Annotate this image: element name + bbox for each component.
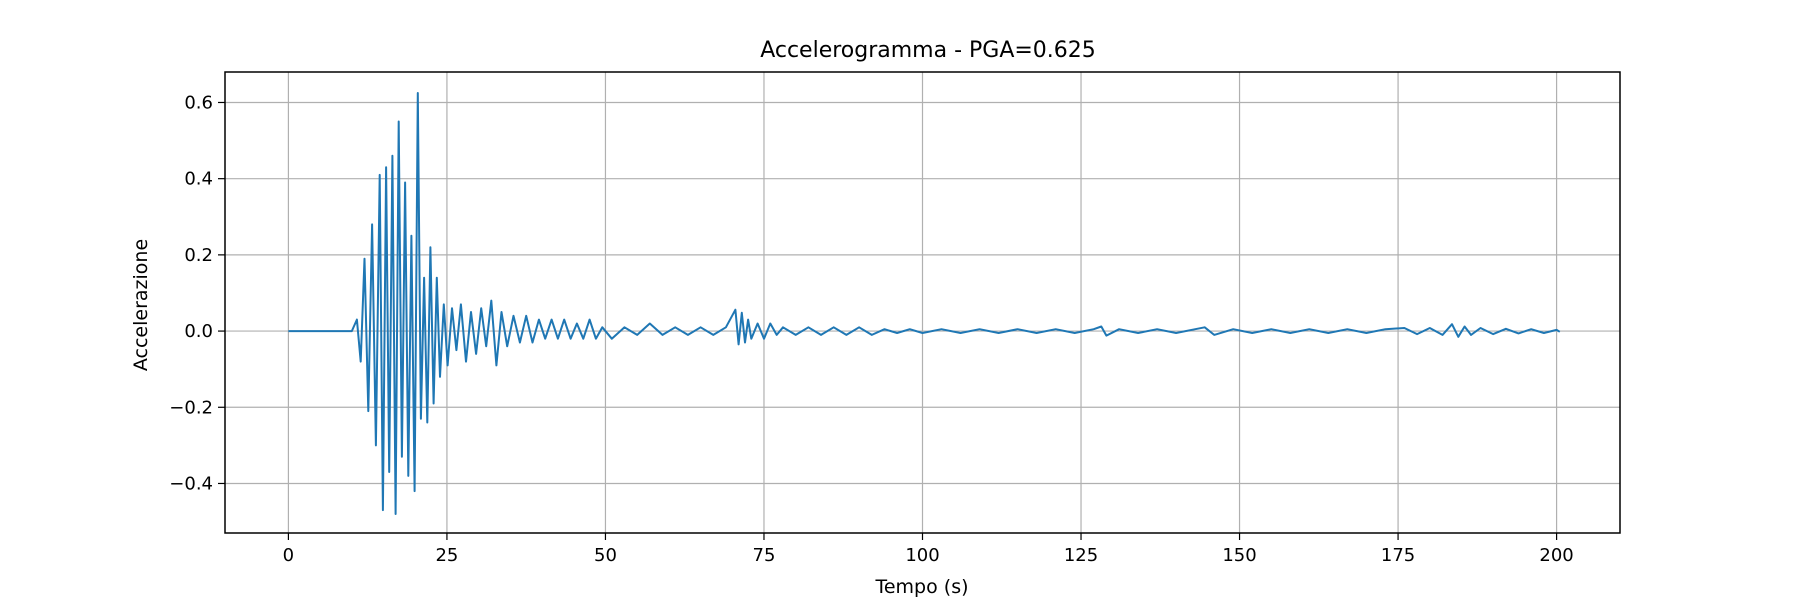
x-axis-ticks: 0 25 50 75 100 125 150 175 200 — [283, 533, 1574, 566]
chart-title: Accelerogramma - PGA=0.625 — [760, 38, 1096, 63]
y-tick-label: 0.2 — [184, 245, 213, 266]
x-tick-label: 100 — [905, 545, 939, 566]
y-axis-ticks: −0.4 −0.2 0.0 0.2 0.4 0.6 — [169, 92, 225, 494]
y-tick-label: −0.2 — [169, 397, 213, 418]
x-tick-label: 0 — [283, 545, 294, 566]
series-layer — [288, 92, 1561, 515]
x-tick-label: 150 — [1222, 545, 1256, 566]
y-axis-label: Accelerazione — [130, 239, 152, 371]
y-tick-label: −0.4 — [169, 473, 213, 494]
y-tick-label: 0.0 — [184, 321, 213, 342]
x-tick-label: 125 — [1064, 545, 1098, 566]
acceleration-series-line — [288, 92, 1561, 515]
x-tick-label: 50 — [594, 545, 617, 566]
x-tick-label: 175 — [1381, 545, 1415, 566]
grid — [225, 72, 1620, 533]
x-tick-label: 200 — [1539, 545, 1573, 566]
x-tick-label: 25 — [435, 545, 458, 566]
x-tick-label: 75 — [753, 545, 776, 566]
x-axis-label: Tempo (s) — [874, 576, 968, 598]
y-tick-label: 0.6 — [184, 92, 213, 113]
y-tick-label: 0.4 — [184, 169, 213, 190]
